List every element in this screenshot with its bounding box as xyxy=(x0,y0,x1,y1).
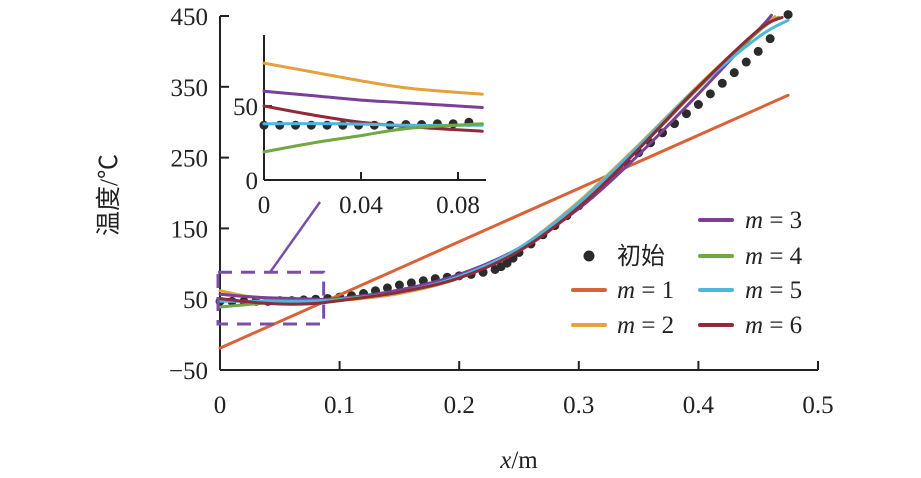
legend-item: m = 6 xyxy=(698,312,802,339)
legend-label: m = 6 xyxy=(745,312,802,339)
data-point-initial xyxy=(382,283,392,293)
legend-item: m = 5 xyxy=(698,277,802,304)
data-point-initial xyxy=(753,46,763,56)
y-tick-label: 350 xyxy=(171,75,209,102)
legend-item: m = 3 xyxy=(698,207,802,234)
inset-data-point-initial xyxy=(291,120,301,130)
legend-label-var: m xyxy=(745,243,763,270)
inset-y-tick-label: 0 xyxy=(246,168,259,195)
legend-label: 初始 xyxy=(617,242,665,270)
data-point-initial xyxy=(502,258,512,268)
inset-x-tick-label: 0 xyxy=(258,192,271,219)
y-axis-title: 温度/℃ xyxy=(95,154,123,236)
inset-x-tick-label: 0.08 xyxy=(436,192,480,219)
inset-data-point-initial xyxy=(306,120,316,130)
legend-label-value: = 2 xyxy=(635,312,674,339)
data-point-initial xyxy=(717,78,727,88)
data-point-initial xyxy=(693,100,703,109)
legend-label: m = 3 xyxy=(745,207,802,234)
y-tick-label: 250 xyxy=(171,146,209,173)
legend-label-var: m xyxy=(617,312,635,339)
series-initial-points xyxy=(215,10,793,306)
y-tick-label: 50 xyxy=(183,287,208,314)
data-point-initial xyxy=(705,89,715,99)
series-line-m6 xyxy=(218,15,784,306)
legend-label-value: = 6 xyxy=(763,312,802,339)
series-line-m3 xyxy=(218,13,773,301)
main-series xyxy=(215,10,793,350)
x-tick-label: 0.2 xyxy=(444,392,475,419)
main-ticks: −50 50 150 250 350 450 0 0.1 0.2 0.3 0.4 0.5 xyxy=(169,4,834,419)
inset-series-line-m6 xyxy=(262,104,484,133)
data-point-initial xyxy=(783,10,793,20)
legend-label-var: m xyxy=(617,277,635,304)
x-axis-title: x/m xyxy=(499,447,538,474)
legend-label-value: = 4 xyxy=(763,243,803,270)
y-tick-label: 450 xyxy=(171,4,209,31)
inset-series-line-m3 xyxy=(262,89,484,109)
legend-label: m = 2 xyxy=(617,312,674,339)
legend: 初始m = 1m = 2m = 3m = 4m = 5m = 6 xyxy=(571,207,803,339)
x-tick-label: 0.3 xyxy=(563,392,594,419)
inset-data-point-initial xyxy=(322,120,332,130)
inset-series-line-m4 xyxy=(262,122,484,154)
legend-item: 初始 xyxy=(583,242,665,270)
data-point-initial xyxy=(681,109,691,119)
inset-y-tick-label: 50 xyxy=(233,94,258,121)
data-point-initial xyxy=(406,278,416,288)
legend-item: m = 4 xyxy=(698,243,803,270)
legend-label-var: m xyxy=(745,207,763,234)
y-tick-label: −50 xyxy=(169,358,208,385)
x-axis-title-var: x xyxy=(499,447,511,474)
legend-label-value: = 3 xyxy=(763,207,802,234)
legend-label-value: = 5 xyxy=(763,277,802,304)
zoom-connector-line xyxy=(268,201,322,274)
legend-item: m = 1 xyxy=(571,277,674,304)
y-tick-label: 150 xyxy=(171,216,209,243)
data-point-initial xyxy=(741,57,751,67)
legend-label: m = 5 xyxy=(745,277,802,304)
data-point-initial xyxy=(765,34,775,44)
legend-item: m = 2 xyxy=(571,312,674,339)
inset-chart: 0 50 0 0.04 0.08 xyxy=(233,35,486,219)
legend-label: m = 1 xyxy=(617,277,674,304)
data-point-initial xyxy=(394,280,404,290)
inset-series-line-m2 xyxy=(262,61,484,96)
x-axis-title-unit: /m xyxy=(511,447,538,474)
x-tick-label: 0.1 xyxy=(324,392,355,419)
zoom-box xyxy=(216,201,326,326)
inset-x-tick-label: 0.04 xyxy=(339,192,383,219)
series-line-m1 xyxy=(218,93,790,350)
legend-marker-dot xyxy=(583,250,595,262)
x-tick-label: 0 xyxy=(214,392,227,419)
data-point-initial xyxy=(729,68,739,78)
x-tick-label: 0.4 xyxy=(683,392,715,419)
legend-label-var: m xyxy=(745,312,763,339)
legend-label: m = 4 xyxy=(745,243,803,270)
legend-label-value: = 1 xyxy=(635,277,674,304)
legend-label-var: m xyxy=(745,277,763,304)
main-axes xyxy=(219,16,818,371)
x-tick-label: 0.5 xyxy=(802,392,833,419)
